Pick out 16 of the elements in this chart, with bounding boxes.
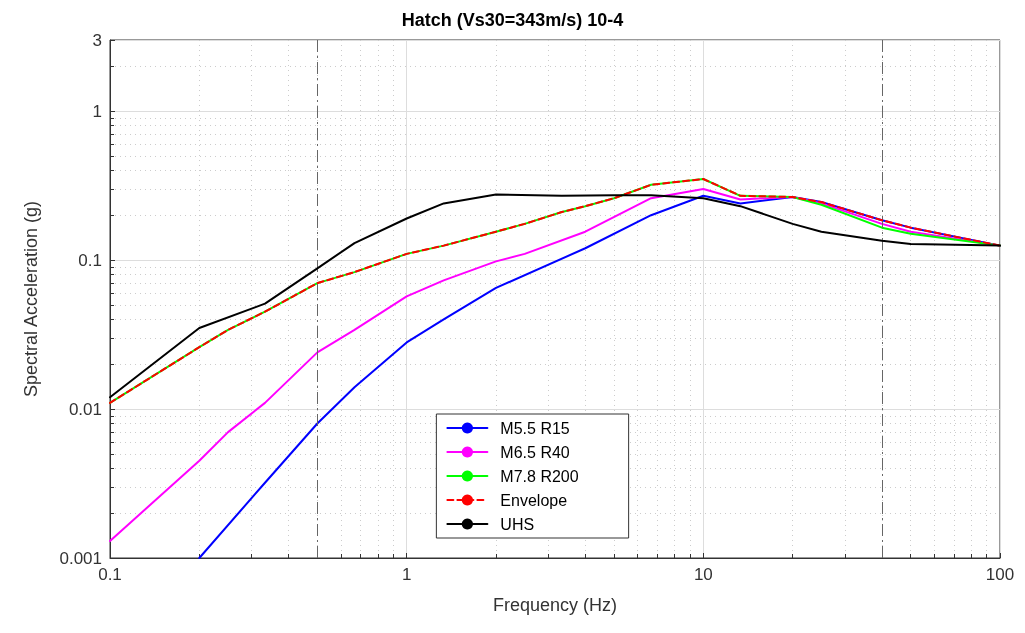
legend-label: UHS — [500, 515, 535, 533]
x-tick-label: 10 — [693, 565, 713, 584]
chart-title: Hatch (Vs30=343m/s) 10-4 — [401, 10, 624, 30]
y-tick-label: 0.1 — [78, 250, 102, 270]
y-axis-title: Spectral Acceleration (g) — [21, 200, 41, 398]
legend-label: Envelope — [500, 491, 568, 509]
y-tick-label: 0.01 — [68, 399, 102, 419]
y-tick-label: 3 — [92, 30, 102, 50]
y-tick-label: 0.001 — [59, 548, 102, 568]
legend-label: M6.5 R40 — [500, 443, 570, 461]
y-tick-label: 1 — [92, 101, 102, 121]
legend-label: M7.8 R200 — [500, 467, 579, 485]
x-axis-title: Frequency (Hz) — [492, 595, 618, 615]
legend-label: M5.5 R15 — [500, 419, 570, 437]
x-tick-label: 100 — [985, 565, 1015, 584]
x-tick-label: 1 — [401, 565, 412, 584]
